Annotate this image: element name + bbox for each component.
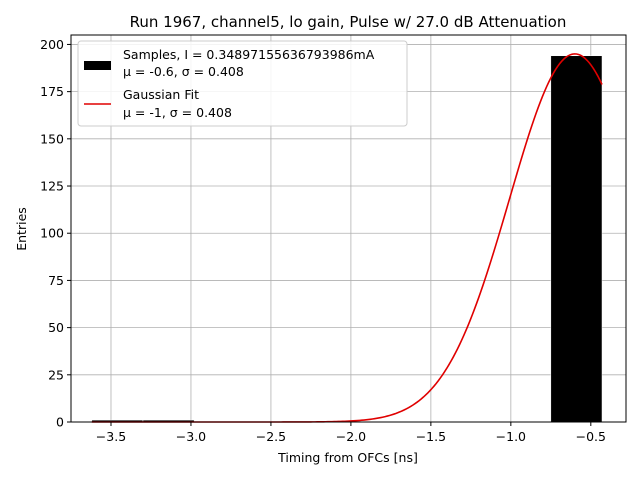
legend: Samples, I = 0.34897155636793986mA μ = -… — [77, 40, 408, 127]
legend-fit-label: Gaussian Fit — [123, 87, 199, 102]
ticks: −3.5 −3.0 −2.5 −2.0 −1.5 −1.0 −0.5 0 25 50 75 100 12… — [40, 37, 606, 444]
legend-samples-swatch — [84, 61, 111, 70]
y-tick-label: 100 — [40, 226, 64, 241]
x-axis-label: Timing from OFCs [ns] — [277, 450, 418, 465]
bars — [91, 55, 603, 423]
legend-samples-label: Samples, I = 0.34897155636793986mA — [123, 47, 375, 62]
x-tick-label: −1.0 — [496, 429, 526, 444]
y-tick-label: 25 — [48, 367, 64, 382]
x-tick-label: −1.5 — [416, 429, 446, 444]
legend-box — [77, 40, 408, 127]
y-tick-label: 0 — [56, 415, 64, 430]
x-tick-label: −3.0 — [176, 429, 206, 444]
y-tick-label: 200 — [40, 37, 64, 52]
y-tick-label: 125 — [40, 179, 64, 194]
x-tick-label: −2.0 — [336, 429, 366, 444]
y-axis-label: Entries — [14, 207, 29, 251]
x-tick-label: −3.5 — [96, 429, 126, 444]
plot-frame — [70, 34, 627, 423]
legend-samples-stats: μ = -0.6, σ = 0.408 — [123, 64, 244, 79]
x-tick-label: −0.5 — [576, 429, 606, 444]
x-tick-label: −2.5 — [256, 429, 286, 444]
y-tick-label: 175 — [40, 84, 64, 99]
y-tick-label: 150 — [40, 131, 64, 146]
legend-fit-stats: μ = -1, σ = 0.408 — [123, 105, 232, 120]
y-tick-label: 50 — [48, 320, 64, 335]
histogram-bar — [550, 55, 603, 423]
chart-title: Run 1967, channel5, lo gain, Pulse w/ 27… — [130, 13, 567, 31]
y-tick-label: 75 — [48, 273, 64, 288]
